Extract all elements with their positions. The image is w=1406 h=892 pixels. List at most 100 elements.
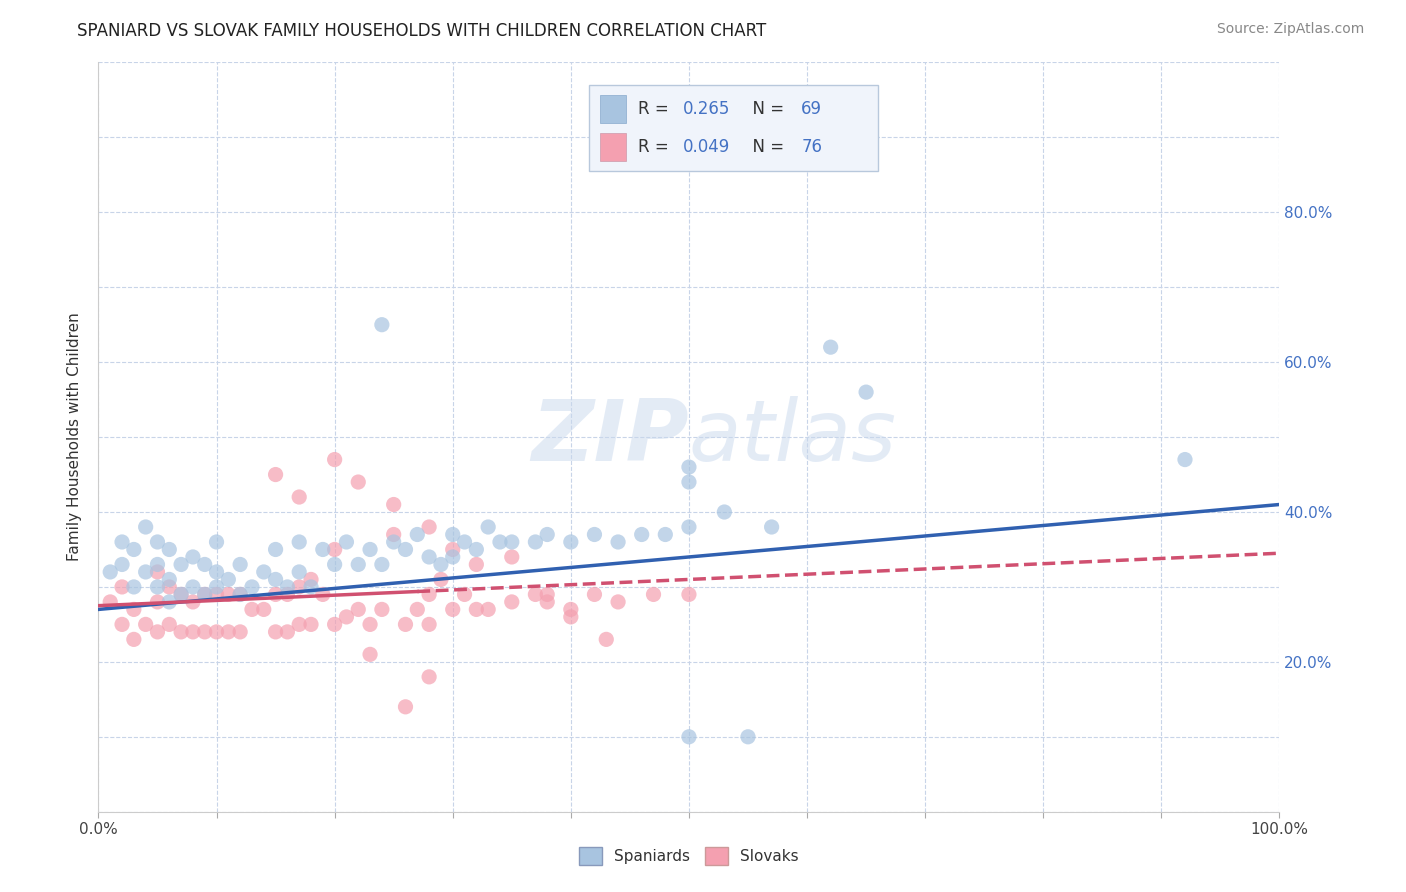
Point [217, 587, 239, 601]
Point [146, 595, 169, 609]
Text: 0.049: 0.049 [683, 138, 730, 156]
Text: R =: R = [638, 100, 673, 118]
Point [643, 587, 665, 601]
Point [678, 460, 700, 475]
Point [205, 565, 228, 579]
Point [654, 527, 676, 541]
Point [406, 527, 429, 541]
Point [299, 573, 322, 587]
FancyBboxPatch shape [589, 85, 877, 171]
Point [122, 580, 145, 594]
Point [465, 558, 488, 572]
Point [335, 610, 357, 624]
Text: Source: ZipAtlas.com: Source: ZipAtlas.com [1216, 22, 1364, 37]
Point [264, 542, 287, 557]
Point [465, 602, 488, 616]
Point [418, 587, 440, 601]
Point [288, 565, 311, 579]
Point [359, 542, 381, 557]
Point [98, 565, 121, 579]
Point [276, 580, 298, 594]
Point [98, 595, 121, 609]
Point [441, 542, 464, 557]
Point [288, 535, 311, 549]
Point [394, 542, 416, 557]
Text: 76: 76 [801, 138, 823, 156]
Point [288, 490, 311, 504]
Point [135, 565, 157, 579]
Point [264, 587, 287, 601]
Point [607, 595, 630, 609]
Point [111, 617, 134, 632]
Point [359, 617, 381, 632]
Point [371, 318, 394, 332]
Point [170, 558, 193, 572]
Point [465, 542, 488, 557]
Point [181, 595, 204, 609]
Point [607, 535, 630, 549]
Point [524, 587, 547, 601]
Point [453, 587, 475, 601]
Point [1174, 452, 1197, 467]
Text: N =: N = [742, 138, 789, 156]
Point [418, 549, 440, 564]
Point [761, 520, 783, 534]
Point [737, 730, 759, 744]
Point [453, 535, 475, 549]
Point [299, 617, 322, 632]
Point [205, 587, 228, 601]
Point [359, 648, 381, 662]
Point [347, 475, 370, 489]
Text: R =: R = [638, 138, 673, 156]
Point [157, 573, 180, 587]
Point [382, 535, 405, 549]
Point [501, 549, 523, 564]
Text: SPANIARD VS SLOVAK FAMILY HOUSEHOLDS WITH CHILDREN CORRELATION CHART: SPANIARD VS SLOVAK FAMILY HOUSEHOLDS WIT… [77, 22, 766, 40]
Bar [600, 133, 626, 161]
Point [170, 587, 193, 601]
Point [536, 595, 558, 609]
Point [312, 542, 335, 557]
Point [560, 610, 582, 624]
Point [524, 535, 547, 549]
Point [170, 624, 193, 639]
Point [583, 527, 606, 541]
Point [430, 573, 453, 587]
Point [288, 580, 311, 594]
Point [194, 587, 217, 601]
Point [678, 587, 700, 601]
Point [157, 595, 180, 609]
Point [122, 542, 145, 557]
Point [264, 573, 287, 587]
Point [630, 527, 652, 541]
Point [264, 467, 287, 482]
Point [205, 624, 228, 639]
Point [276, 624, 298, 639]
Point [205, 580, 228, 594]
Point [678, 730, 700, 744]
Point [194, 587, 217, 601]
Text: 0.265: 0.265 [683, 100, 730, 118]
Point [157, 580, 180, 594]
Point [323, 617, 346, 632]
Point [489, 535, 512, 549]
Point [418, 617, 440, 632]
Point [276, 587, 298, 601]
Point [146, 565, 169, 579]
Point [406, 602, 429, 616]
Point [170, 587, 193, 601]
Point [229, 587, 252, 601]
Point [820, 340, 842, 354]
Point [371, 558, 394, 572]
Point [441, 549, 464, 564]
Point [240, 602, 263, 616]
Point [335, 535, 357, 549]
Point [253, 565, 276, 579]
Point [560, 602, 582, 616]
Point [122, 632, 145, 647]
Point [229, 587, 252, 601]
Point [181, 580, 204, 594]
Point [157, 542, 180, 557]
Point [855, 385, 877, 400]
Point [111, 535, 134, 549]
